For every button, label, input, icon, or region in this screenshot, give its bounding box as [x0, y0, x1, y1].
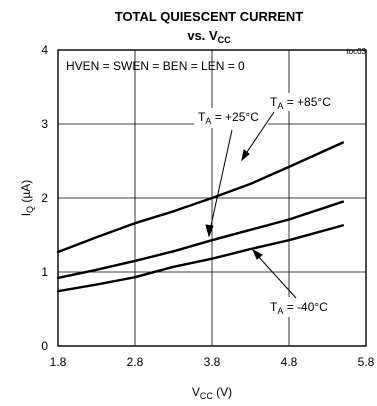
x-axis-label: VCC (V)	[192, 385, 232, 401]
figure-reference: toc03	[346, 47, 366, 56]
svg-text:TA = +85°C: TA = +85°C	[270, 95, 331, 111]
y-tick-label: 2	[41, 191, 48, 205]
x-tick-label: 1.8	[50, 355, 67, 369]
x-tick-label: 3.8	[204, 355, 221, 369]
svg-text:TA = -40°C: TA = -40°C	[270, 300, 328, 316]
y-axis-label: IQ (µA)	[19, 180, 35, 217]
y-tick-label: 4	[41, 43, 48, 57]
series-line-25c	[56, 200, 345, 280]
series-line-85c	[56, 141, 345, 254]
arrow-85c	[244, 111, 275, 156]
plot-frame	[57, 49, 367, 347]
series-label-85c: TA = +85°C	[266, 93, 338, 111]
y-tick-label: 1	[41, 265, 48, 279]
series-line-minus40c	[56, 224, 345, 293]
arrowhead-25c	[205, 224, 214, 238]
x-tick-label: 2.8	[127, 355, 144, 369]
y-tick-label: 0	[41, 339, 48, 353]
x-tick-label: 4.8	[281, 355, 298, 369]
y-tick-label: 3	[41, 117, 48, 131]
arrowhead-85c	[241, 149, 250, 162]
x-tick-label: 5.8	[358, 355, 375, 369]
arrowhead-minus40c	[251, 248, 263, 260]
arrow-minus40c	[256, 254, 297, 299]
condition-label: HVEN = SWEN = BEN = LEN = 0	[66, 59, 245, 73]
series-label-minus40c: TA = -40°C	[266, 297, 338, 317]
chart-title: TOTAL QUIESCENT CURRENT	[115, 9, 304, 24]
chart-subtitle: vs. VCC	[187, 28, 231, 45]
arrow-25c	[209, 129, 233, 231]
series-label-25c: TA = +25°C	[194, 108, 268, 128]
svg-text:TA = +25°C: TA = +25°C	[198, 110, 259, 126]
